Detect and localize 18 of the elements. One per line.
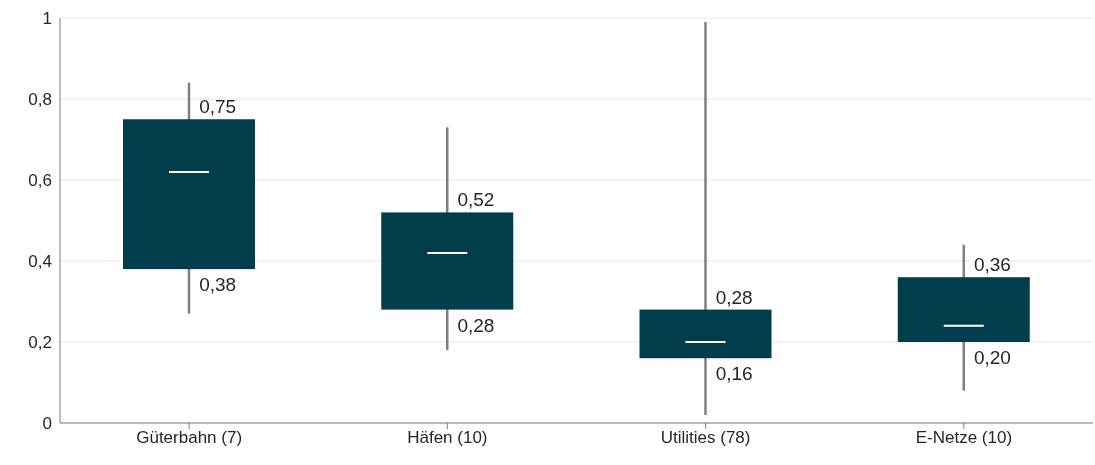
y-tick-label: 0: [42, 414, 52, 434]
y-tick-label: 0,8: [28, 90, 52, 110]
annotation: 0,75: [199, 96, 237, 118]
y-tick-label: 0,4: [28, 252, 52, 272]
y-tick-label: 0,6: [28, 171, 52, 191]
y-tick-label: 1: [42, 9, 52, 29]
y-tick-label: 0,2: [28, 333, 52, 353]
annotation: 0,52: [457, 189, 495, 211]
annotation: 0,28: [715, 286, 753, 308]
annotation: 0,28: [457, 314, 495, 336]
annotation: 0,38: [199, 274, 237, 296]
x-tick-label: Güterbahn (7): [136, 428, 243, 448]
annotation: 0,20: [973, 347, 1011, 368]
x-tick-label: Utilities (78): [660, 428, 751, 448]
annotation: 0,16: [715, 363, 753, 385]
annotation: 0,36: [973, 254, 1011, 276]
x-tick-label: Häfen (10): [407, 428, 488, 448]
x-tick-label: E-Netze (10): [915, 428, 1013, 448]
